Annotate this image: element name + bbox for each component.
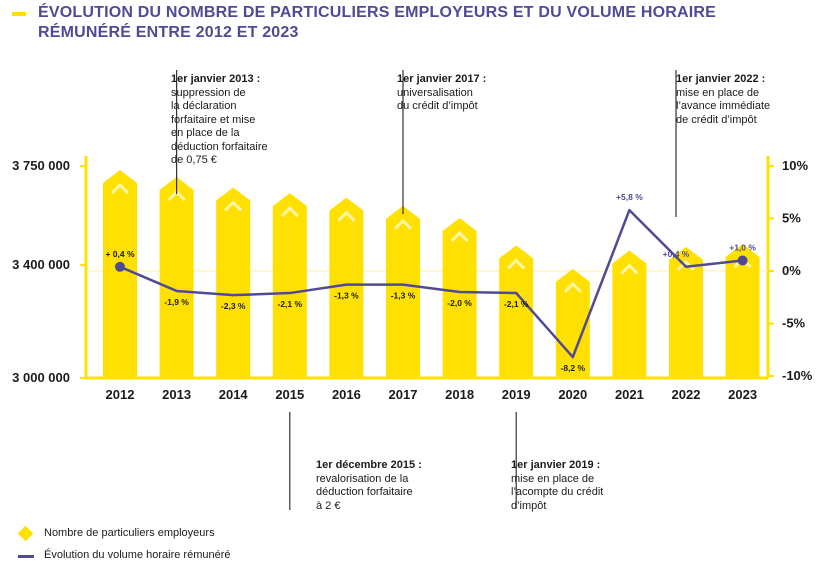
annotation-2022: 1er janvier 2022 : mise en place de l’av…: [676, 73, 796, 127]
data-label: -1,3 %: [334, 291, 359, 301]
annotation-text: mise en place de l’acompte du crédit d’i…: [511, 472, 604, 512]
bar: [669, 246, 703, 378]
right-axis-tick-label: 10%: [782, 158, 808, 173]
bar: [612, 250, 647, 378]
x-tick-label: 2012: [106, 387, 135, 402]
annotation-date: 1er janvier 2017 :: [397, 73, 487, 85]
data-label: +1,0 %: [729, 243, 756, 253]
bar: [103, 169, 137, 378]
bar-chevron: [280, 206, 299, 218]
x-tick-label: 2022: [672, 387, 701, 402]
bar: [555, 268, 590, 378]
annotation-2017: 1er janvier 2017 : universalisation du c…: [397, 73, 527, 114]
bar-chevron: [110, 182, 130, 195]
legend-label: Nombre de particuliers employeurs: [44, 527, 215, 539]
annotation-date: 1er décembre 2015 :: [316, 459, 422, 471]
annotation-date: 1er janvier 2019 :: [511, 459, 601, 471]
series-line-volume: [119, 208, 743, 359]
bar: [216, 187, 251, 378]
x-tick-label: 2016: [332, 387, 361, 402]
chart-title-line2: RÉMUNÉRÉ ENTRE 2012 ET 2023: [38, 24, 299, 41]
legend-item-line: Évolution du volume horaire rémunéré: [18, 549, 318, 563]
bar: [442, 218, 477, 378]
bar: [725, 244, 760, 378]
annotation-2019: 1er janvier 2019 : mise en place de l’ac…: [511, 459, 641, 513]
data-label: -2,1 %: [278, 299, 303, 309]
bar-chevron: [507, 258, 526, 270]
line-icon: [18, 555, 34, 558]
right-axis-tick-label: 5%: [782, 211, 801, 226]
left-axis-tick-label: 3 000 000: [12, 370, 70, 385]
data-label: +5,8 %: [616, 192, 643, 202]
bar-chevron: [450, 230, 469, 243]
data-label: -2,1 %: [504, 299, 529, 309]
x-tick-label: 2018: [445, 387, 474, 402]
annotation-text: suppression de la déclaration forfaitair…: [171, 86, 268, 167]
annotation-2013: 1er janvier 2013 : suppression de la déc…: [171, 73, 311, 168]
x-tick-label: 2020: [558, 387, 587, 402]
right-axis-tick-label: 0%: [782, 263, 801, 278]
diamond-icon: [17, 525, 34, 542]
x-tick-label: 2013: [162, 387, 191, 402]
series-point: [737, 255, 748, 266]
x-tick-label: 2014: [219, 387, 249, 402]
bar-chevron: [563, 281, 582, 293]
x-tick-label: 2019: [502, 387, 531, 402]
left-axis-tick-label: 3 750 000: [12, 158, 70, 173]
annotation-text: universalisation du crédit d’impôt: [397, 86, 478, 113]
x-tick-label: 2017: [389, 387, 418, 402]
bar: [386, 205, 420, 378]
right-axis-tick-label: -10%: [782, 368, 813, 383]
bar: [272, 193, 307, 378]
bar-chevron: [393, 218, 413, 230]
bar: [499, 245, 534, 378]
x-tick-label: 2015: [275, 387, 304, 402]
data-label: + 0,4 %: [105, 249, 135, 259]
x-tick-label: 2023: [728, 387, 757, 402]
legend-item-bars: Nombre de particuliers employeurs: [17, 525, 318, 542]
chart-title: ÉVOLUTION DU NOMBRE DE PARTICULIERS EMPL…: [38, 3, 798, 43]
bar-chevron: [620, 263, 639, 275]
annotation-date: 1er janvier 2013 :: [171, 73, 261, 85]
bar-chevron: [337, 210, 356, 222]
annotation-2015: 1er décembre 2015 : revalorisation de la…: [316, 459, 456, 513]
bar: [329, 197, 364, 378]
data-label: +0,4 %: [663, 249, 690, 259]
title-accent-bar: [12, 12, 26, 16]
chart-title-line1: ÉVOLUTION DU NOMBRE DE PARTICULIERS EMPL…: [38, 4, 717, 21]
annotation-text: mise en place de l’avance immédiate de c…: [676, 86, 771, 126]
data-label: -1,3 %: [391, 291, 416, 301]
data-label: -2,3 %: [221, 301, 246, 311]
data-label: -8,2 %: [561, 363, 586, 373]
bar: [159, 177, 194, 378]
x-tick-label: 2021: [615, 387, 644, 402]
right-axis-tick-label: -5%: [782, 316, 806, 331]
legend-label: Évolution du volume horaire rémunéré: [44, 549, 231, 561]
series-point: [115, 261, 125, 272]
annotation-text: revalorisation de la déduction forfaitai…: [316, 472, 413, 512]
bar-chevron: [224, 200, 243, 212]
data-label: -2,0 %: [447, 298, 472, 308]
annotation-date: 1er janvier 2022 :: [676, 73, 766, 85]
left-axis-tick-label: 3 400 000: [12, 257, 70, 272]
data-label: -1,9 %: [164, 297, 189, 307]
